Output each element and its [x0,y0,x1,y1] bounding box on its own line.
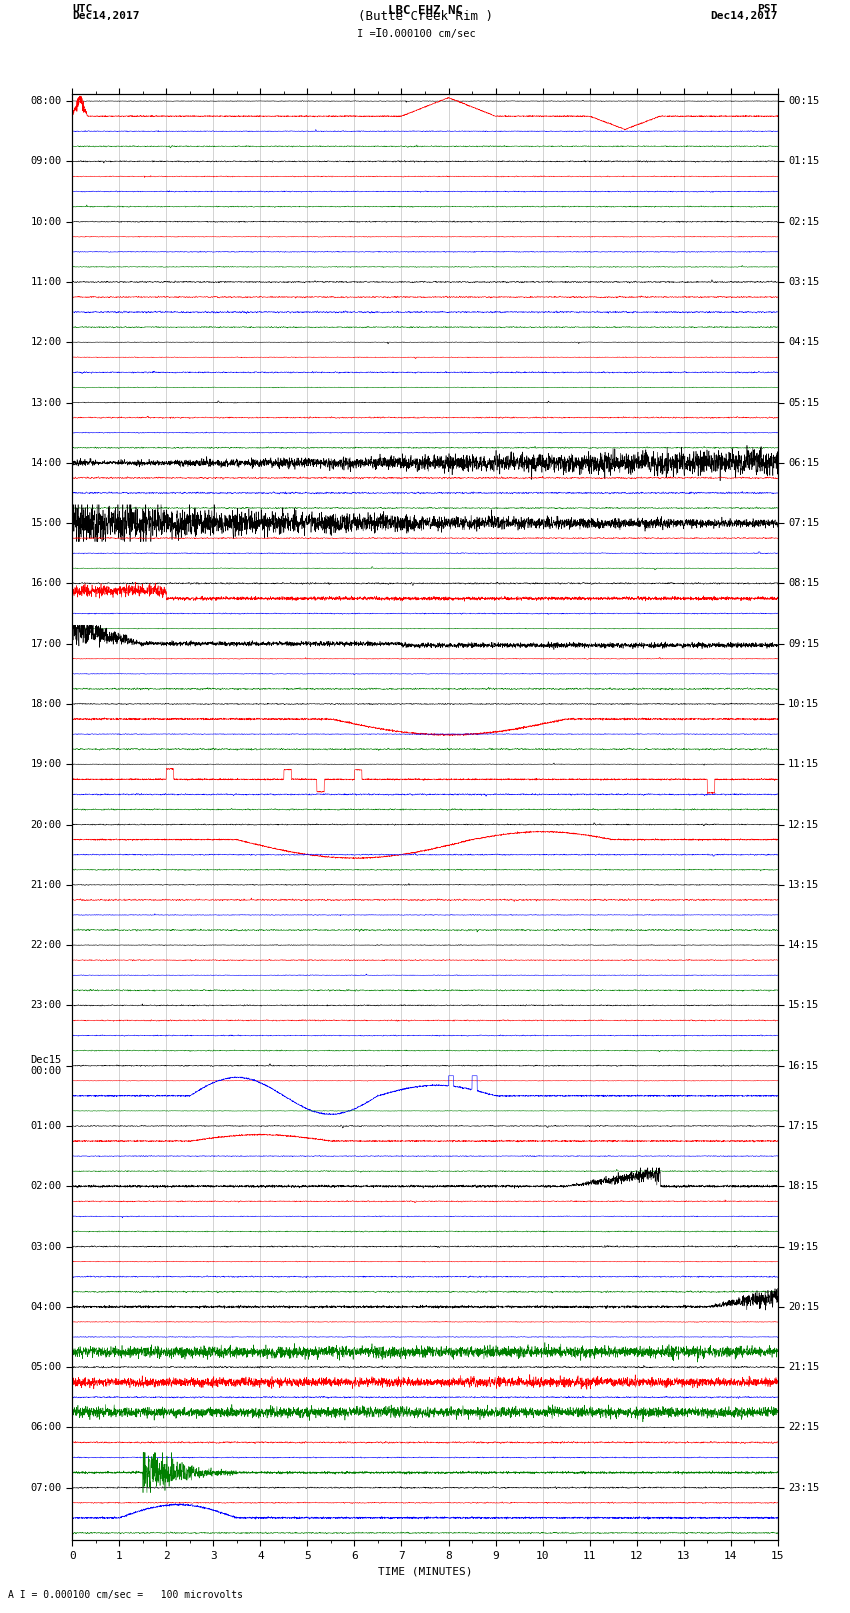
Text: PST: PST [757,5,778,15]
Text: Dec14,2017: Dec14,2017 [72,11,139,21]
Text: A I = 0.000100 cm/sec =   100 microvolts: A I = 0.000100 cm/sec = 100 microvolts [8,1590,243,1600]
X-axis label: TIME (MINUTES): TIME (MINUTES) [377,1566,473,1576]
Text: (Butte Creek Rim ): (Butte Creek Rim ) [358,11,492,24]
Text: UTC: UTC [72,5,93,15]
Text: Dec14,2017: Dec14,2017 [711,11,778,21]
Text: I = 0.000100 cm/sec: I = 0.000100 cm/sec [357,29,476,39]
Text: LBC EHZ NC: LBC EHZ NC [388,5,462,18]
Text: I: I [375,27,382,40]
